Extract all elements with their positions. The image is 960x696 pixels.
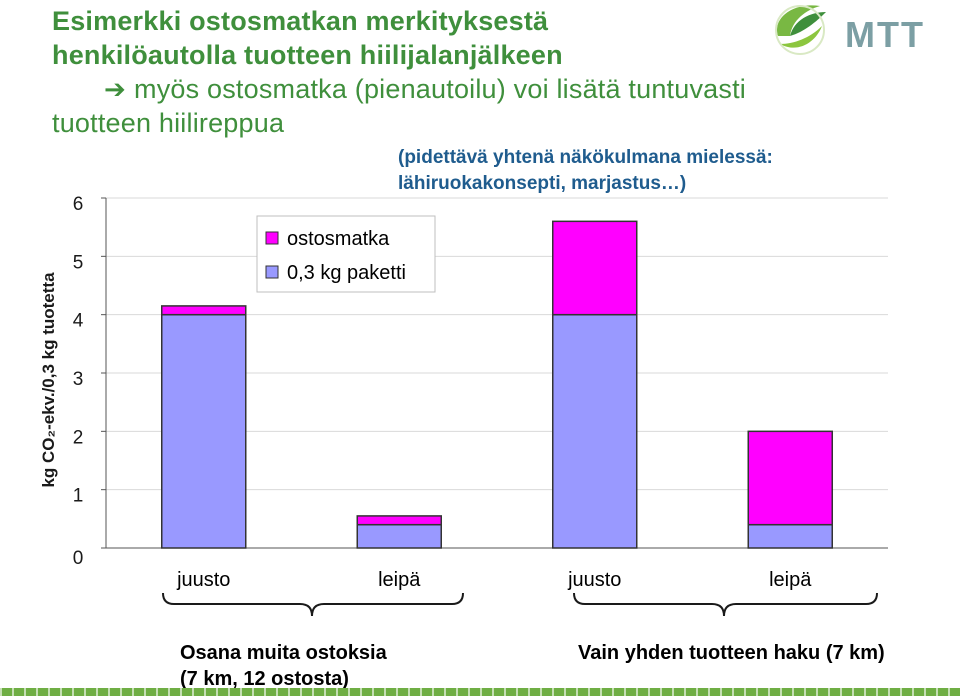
y-tick-label: 5 <box>73 252 84 273</box>
title-line-4: tuotteen hiilireppua <box>52 108 285 138</box>
legend-box <box>256 215 436 293</box>
bar-segment-trip <box>552 220 638 316</box>
right-group-caption: Vain yhden tuotteen haku (7 km) <box>578 642 885 664</box>
chart-bars <box>161 220 833 549</box>
y-tick-label: 1 <box>73 486 84 507</box>
note-line-2: lähiruokakonsepti, marjastus…) <box>398 173 687 194</box>
note-line-1: (pidettävä yhtenä näkökulmana mielessä: <box>398 147 773 168</box>
bar-segment-package <box>552 313 638 549</box>
x-tick-label: juusto <box>567 569 621 591</box>
bar-segment-trip <box>356 515 442 526</box>
bar-segment-trip <box>161 305 247 316</box>
right-group-brace <box>573 592 878 617</box>
logo-text: MTT <box>845 14 925 55</box>
y-tick-label: 6 <box>73 194 84 215</box>
title-line-1: Esimerkki ostosmatkan merkityksestä <box>52 6 549 36</box>
left-caption-line-2: (7 km, 12 ostosta) <box>180 668 349 690</box>
chart-legend: ostosmatka 0,3 kg paketti <box>256 215 436 293</box>
x-tick-label: leipä <box>769 569 812 591</box>
left-group-caption: Osana muita ostoksia (7 km, 12 ostosta) <box>180 640 387 692</box>
chart-y-labels: 0 1 2 3 4 5 6 <box>73 194 84 569</box>
x-tick-label: leipä <box>378 569 421 591</box>
left-caption-line-1: Osana muita ostoksia <box>180 642 387 664</box>
x-tick-label: juusto <box>176 569 230 591</box>
bar-segment-package <box>161 313 247 549</box>
chart-x-labels: juusto leipä juusto leipä <box>176 569 812 591</box>
title-line-3: ➔ myös ostosmatka (pienautoilu) voi lisät… <box>52 72 752 106</box>
perspective-note: (pidettävä yhtenä näkökulmana mielessä: … <box>398 145 918 197</box>
y-axis-label: kg CO₂-ekv./0,3 kg tuotetta <box>39 272 58 488</box>
legend-swatch <box>265 231 279 245</box>
bar-segment-package <box>747 523 833 549</box>
title-line-3-text: myös ostosmatka (pienautoilu) voi lisätä… <box>134 74 746 104</box>
y-tick-label: 4 <box>73 311 84 332</box>
footer-stripe <box>0 688 960 696</box>
y-tick-label: 0 <box>73 548 84 569</box>
title-line-2: henkilöautolla tuotteen hiilijalanjälkee… <box>52 40 563 70</box>
legend-label: 0,3 kg paketti <box>287 262 406 284</box>
leaf-swirl-icon <box>775 5 826 55</box>
legend-swatch <box>265 265 279 279</box>
arrow-right-icon: ➔ <box>104 74 126 104</box>
y-tick-label: 2 <box>73 427 84 448</box>
y-tick-label: 3 <box>73 369 84 390</box>
slide-title: Esimerkki ostosmatkan merkityksestä henk… <box>52 4 752 140</box>
legend-label: ostosmatka <box>287 228 390 250</box>
bar-segment-trip <box>747 430 833 526</box>
bar-segment-package <box>356 523 442 549</box>
left-group-brace <box>162 592 464 617</box>
